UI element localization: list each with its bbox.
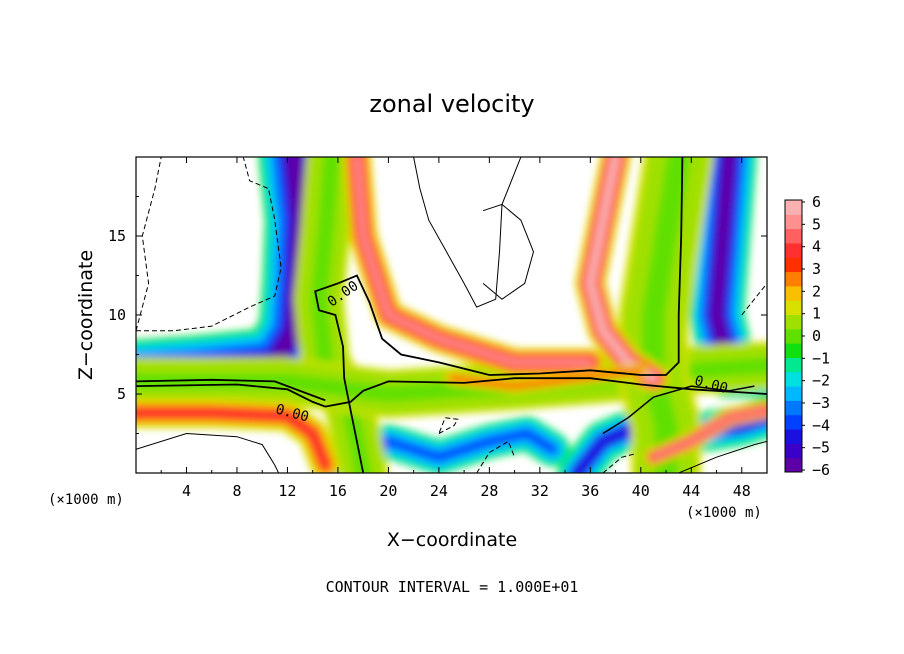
colorbar-label: 4 xyxy=(812,238,821,256)
colorbar-label: −3 xyxy=(812,394,830,412)
colorbar-label: −4 xyxy=(812,416,830,434)
colorbar-label: −5 xyxy=(812,439,830,457)
colorbar-swatch xyxy=(785,371,802,387)
contour-line xyxy=(482,203,535,300)
colorbar-swatch xyxy=(785,386,802,401)
colorbar-label: −2 xyxy=(812,372,830,390)
contour-line xyxy=(476,440,516,473)
colorbar-swatch xyxy=(785,328,802,344)
colorbar-swatch xyxy=(785,242,802,258)
colorbar: 6 5 4 3 2 1 0 −1 −2 −3 −4 −5 −6 xyxy=(784,193,830,479)
contour-line xyxy=(136,157,162,331)
contour-line xyxy=(136,378,326,402)
x-unit-right: (×1000 m) xyxy=(686,505,762,521)
contour-line xyxy=(413,157,522,308)
colorbar-label: 2 xyxy=(812,282,821,300)
x-tick-label: 8 xyxy=(232,482,241,500)
colorbar-swatch xyxy=(785,200,802,215)
contour-line xyxy=(678,440,767,473)
colorbar-swatch xyxy=(785,257,802,273)
colorbar-swatch xyxy=(785,271,802,287)
field-band xyxy=(651,407,767,460)
contour-interval-text: CONTOUR INTERVAL = 1.000E+01 xyxy=(326,578,579,596)
x-axis-ticks: 4 8 12 16 20 24 28 32 36 40 44 48 xyxy=(160,157,751,500)
contour-line xyxy=(136,157,282,332)
velocity-field: 0.000.000.00 xyxy=(136,157,767,473)
colorbar-swatch xyxy=(785,429,802,444)
x-unit-left: (×1000 m) xyxy=(48,492,124,508)
field-band xyxy=(449,368,643,388)
colorbar-swatch xyxy=(785,343,802,358)
colorbar-label: 5 xyxy=(812,215,821,233)
x-tick-label: 36 xyxy=(581,482,599,500)
colorbar-swatch xyxy=(785,228,802,244)
x-tick-label: 28 xyxy=(480,482,498,500)
colorbar-label: −1 xyxy=(812,349,830,367)
y-tick-label: 10 xyxy=(108,306,126,324)
field-band xyxy=(136,409,330,469)
colorbar-swatch xyxy=(785,214,802,230)
colorbar-swatch xyxy=(785,357,802,373)
colorbar-label: 0 xyxy=(812,327,821,345)
chart-title: zonal velocity xyxy=(369,90,534,118)
colorbar-label: −6 xyxy=(812,461,830,479)
y-tick-label: 15 xyxy=(108,227,126,245)
contour-line xyxy=(602,385,755,435)
contour-lines xyxy=(136,157,767,473)
colorbar-swatch xyxy=(785,400,802,416)
x-tick-label: 20 xyxy=(379,482,397,500)
colorbar-label: 3 xyxy=(812,260,821,278)
colorbar-swatch xyxy=(785,443,802,459)
x-tick-label: 32 xyxy=(531,482,549,500)
y-tick-label: 5 xyxy=(117,385,126,403)
colorbar-swatch xyxy=(785,285,802,301)
contour-line xyxy=(438,417,459,434)
x-tick-label: 24 xyxy=(430,482,448,500)
x-tick-label: 48 xyxy=(733,482,751,500)
x-axis-label: X−coordinate xyxy=(387,529,517,551)
y-axis-label: Z−coordinate xyxy=(75,250,97,380)
y-axis-ticks: 5 10 15 xyxy=(108,196,767,434)
colorbar-swatch xyxy=(785,457,802,473)
contour-line xyxy=(136,432,280,473)
colorbar-swatch xyxy=(785,314,802,330)
field-band xyxy=(342,157,605,377)
x-tick-label: 44 xyxy=(682,482,700,500)
contour-line xyxy=(741,283,767,316)
x-tick-label: 40 xyxy=(632,482,650,500)
colorbar-swatch xyxy=(785,414,802,430)
contour-line xyxy=(314,157,684,473)
field-band xyxy=(646,157,686,473)
contour-line xyxy=(602,453,635,473)
x-tick-label: 12 xyxy=(278,482,296,500)
x-tick-label: 4 xyxy=(182,482,191,500)
x-tick-label: 16 xyxy=(329,482,347,500)
contour-line xyxy=(136,377,767,408)
colorbar-label: 1 xyxy=(812,305,821,323)
colorbar-swatch xyxy=(785,300,802,316)
field-band xyxy=(353,157,594,366)
colorbar-label: 6 xyxy=(812,193,821,211)
